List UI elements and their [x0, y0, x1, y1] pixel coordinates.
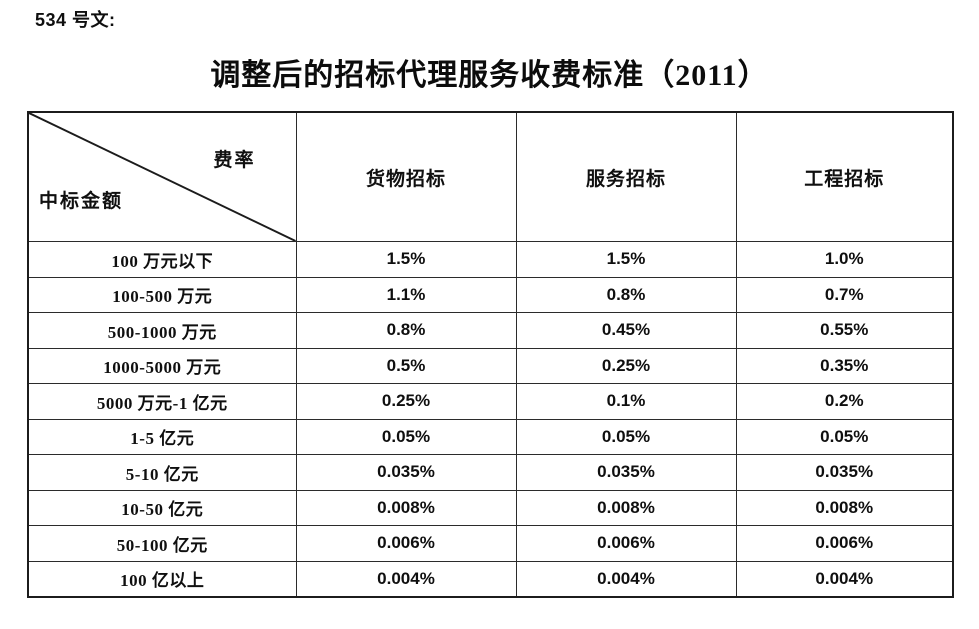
diagonal-divider-line: [29, 113, 295, 241]
row-label: 1000-5000 万元: [27, 347, 297, 384]
fee-cell: 0.006%: [735, 525, 954, 562]
row-label: 5000 万元-1 亿元: [27, 383, 297, 420]
fee-cell: 0.8%: [295, 312, 517, 349]
fee-cell: 0.008%: [515, 489, 737, 526]
row-label: 100 万元以下: [27, 241, 297, 278]
fee-cell: 0.008%: [735, 489, 954, 526]
corner-label-bid-amount: 中标金额: [39, 191, 124, 212]
fee-cell: 0.05%: [295, 418, 517, 455]
fee-cell: 0.004%: [735, 560, 954, 598]
fee-cell: 0.5%: [295, 347, 517, 384]
fee-cell: 0.035%: [735, 454, 954, 491]
row-label: 1-5 亿元: [27, 418, 297, 455]
fee-cell: 1.5%: [515, 241, 737, 278]
table-row: 1-5 亿元 0.05% 0.05% 0.05%: [27, 418, 954, 455]
corner-cell: 费率 中标金额: [27, 111, 297, 242]
column-header-services: 服务招标: [515, 111, 737, 242]
fee-cell: 0.008%: [295, 489, 517, 526]
fee-cell: 0.004%: [295, 560, 517, 598]
row-label: 50-100 亿元: [27, 525, 297, 562]
table-row: 50-100 亿元 0.006% 0.006% 0.006%: [27, 525, 954, 562]
fee-cell: 0.8%: [515, 276, 737, 313]
table-row: 5000 万元-1 亿元 0.25% 0.1% 0.2%: [27, 383, 954, 420]
column-header-goods: 货物招标: [295, 111, 517, 242]
fee-cell: 0.45%: [515, 312, 737, 349]
header-row: 费率 中标金额 货物招标 服务招标 工程招标: [27, 111, 954, 242]
fee-cell: 0.55%: [735, 312, 954, 349]
fee-cell: 0.035%: [515, 454, 737, 491]
fee-cell: 0.1%: [515, 383, 737, 420]
table-row: 100 亿以上 0.004% 0.004% 0.004%: [27, 560, 954, 598]
column-header-engineering: 工程招标: [735, 111, 954, 242]
row-label: 5-10 亿元: [27, 454, 297, 491]
corner-label-fee-rate: 费率: [213, 150, 256, 171]
fee-cell: 0.035%: [295, 454, 517, 491]
table-row: 10-50 亿元 0.008% 0.008% 0.008%: [27, 489, 954, 526]
fee-rate-table: 费率 中标金额 货物招标 服务招标 工程招标 100 万元以下 1.5% 1.5…: [27, 111, 954, 598]
fee-cell: 0.2%: [735, 383, 954, 420]
fee-cell: 0.006%: [295, 525, 517, 562]
fee-cell: 0.004%: [515, 560, 737, 598]
fee-cell: 0.25%: [515, 347, 737, 384]
fee-cell: 1.5%: [295, 241, 517, 278]
row-label: 500-1000 万元: [27, 312, 297, 349]
table-row: 100 万元以下 1.5% 1.5% 1.0%: [27, 241, 954, 278]
table-row: 500-1000 万元 0.8% 0.45% 0.55%: [27, 312, 954, 349]
fee-cell: 0.05%: [515, 418, 737, 455]
fee-cell: 1.0%: [735, 241, 954, 278]
table-row: 5-10 亿元 0.035% 0.035% 0.035%: [27, 454, 954, 491]
page-title: 调整后的招标代理服务收费标准（2011）: [210, 59, 769, 92]
table-row: 100-500 万元 1.1% 0.8% 0.7%: [27, 276, 954, 313]
fee-cell: 0.35%: [735, 347, 954, 384]
fee-cell: 0.006%: [515, 525, 737, 562]
row-label: 10-50 亿元: [27, 489, 297, 526]
fee-cell: 0.7%: [735, 276, 954, 313]
row-label: 100-500 万元: [27, 276, 297, 313]
table-row: 1000-5000 万元 0.5% 0.25% 0.35%: [27, 347, 954, 384]
doc-number: 534 号文:: [35, 10, 116, 30]
fee-cell: 0.05%: [735, 418, 954, 455]
fee-cell: 1.1%: [295, 276, 517, 313]
fee-cell: 0.25%: [295, 383, 517, 420]
row-label: 100 亿以上: [27, 560, 297, 598]
